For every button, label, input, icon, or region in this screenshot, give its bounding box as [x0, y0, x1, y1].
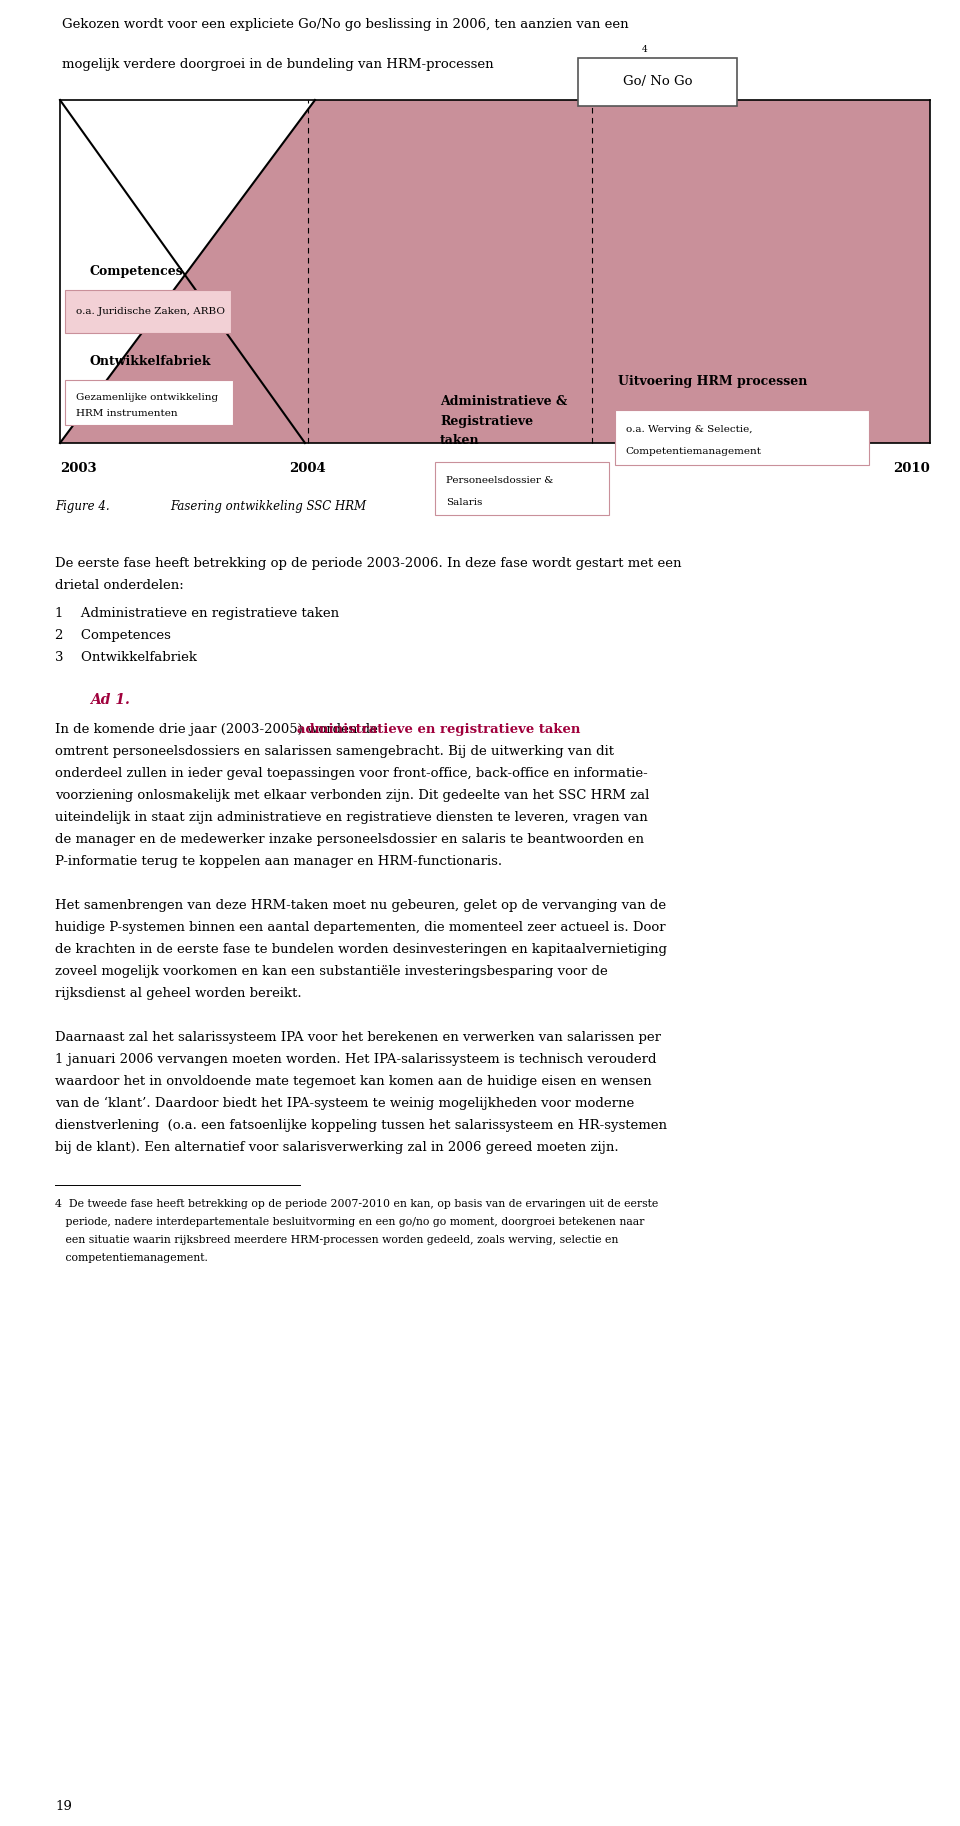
Text: taken: taken — [440, 435, 480, 447]
Text: 19: 19 — [55, 1800, 72, 1813]
Text: omtrent personeelsdossiers en salarissen samengebracht. Bij de uitwerking van di: omtrent personeelsdossiers en salarissen… — [55, 745, 614, 758]
FancyBboxPatch shape — [435, 462, 609, 515]
Text: huidige P-systemen binnen een aantal departementen, die momenteel zeer actueel i: huidige P-systemen binnen een aantal dep… — [55, 920, 665, 935]
Text: Competences: Competences — [90, 265, 183, 278]
FancyBboxPatch shape — [65, 290, 230, 334]
Text: periode, nadere interdepartementale besluitvorming en een go/no go moment, doorg: periode, nadere interdepartementale besl… — [55, 1216, 644, 1227]
Text: de manager en de medewerker inzake personeelsdossier en salaris te beantwoorden : de manager en de medewerker inzake perso… — [55, 833, 644, 845]
Text: waardoor het in onvoldoende mate tegemoet kan komen aan de huidige eisen en wens: waardoor het in onvoldoende mate tegemoe… — [55, 1076, 652, 1088]
Text: rijksdienst al geheel worden bereikt.: rijksdienst al geheel worden bereikt. — [55, 988, 301, 1001]
Text: In de komende drie jaar (2003-2005) worden de: In de komende drie jaar (2003-2005) word… — [55, 723, 382, 736]
Text: dienstverlening  (o.a. een fatsoenlijke koppeling tussen het salarissysteem en H: dienstverlening (o.a. een fatsoenlijke k… — [55, 1119, 667, 1132]
Polygon shape — [60, 100, 930, 444]
Text: o.a. Juridische Zaken, ARBO: o.a. Juridische Zaken, ARBO — [76, 307, 225, 316]
Text: 1 januari 2006 vervangen moeten worden. Het IPA-salarissysteem is technisch vero: 1 januari 2006 vervangen moeten worden. … — [55, 1054, 657, 1066]
Text: Ad 1.: Ad 1. — [90, 694, 130, 707]
Text: drietal onderdelen:: drietal onderdelen: — [55, 579, 183, 592]
Text: 1  Administratieve en registratieve taken: 1 Administratieve en registratieve taken — [55, 606, 339, 621]
Text: Registratieve: Registratieve — [440, 415, 533, 427]
Text: competentiemanagement.: competentiemanagement. — [55, 1253, 208, 1264]
Text: 2003: 2003 — [60, 462, 97, 475]
Text: bij de klant). Een alternatief voor salarisverwerking zal in 2006 gereed moeten : bij de klant). Een alternatief voor sala… — [55, 1141, 618, 1154]
Text: 2  Competences: 2 Competences — [55, 628, 171, 643]
Text: Salaris: Salaris — [445, 498, 482, 508]
FancyBboxPatch shape — [65, 380, 233, 425]
Text: 4: 4 — [641, 46, 647, 55]
Text: Ontwikkelfabriek: Ontwikkelfabriek — [90, 354, 211, 369]
Text: Gekozen wordt voor een expliciete Go/No go beslissing in 2006, ten aanzien van e: Gekozen wordt voor een expliciete Go/No … — [62, 18, 629, 31]
Text: .: . — [652, 58, 656, 71]
Text: Het samenbrengen van deze HRM-taken moet nu gebeuren, gelet op de vervanging van: Het samenbrengen van deze HRM-taken moet… — [55, 898, 666, 911]
Text: Gezamenlijke ontwikkeling: Gezamenlijke ontwikkeling — [76, 393, 218, 402]
Text: mogelijk verdere doorgroei in de bundeling van HRM-processen: mogelijk verdere doorgroei in de bundeli… — [62, 58, 494, 71]
Text: P-informatie terug te koppelen aan manager en HRM-functionaris.: P-informatie terug te koppelen aan manag… — [55, 855, 502, 867]
Text: 3  Ontwikkelfabriek: 3 Ontwikkelfabriek — [55, 652, 197, 665]
Text: 2010: 2010 — [893, 462, 930, 475]
FancyBboxPatch shape — [615, 409, 869, 466]
Text: Go/ No Go: Go/ No Go — [623, 75, 692, 88]
Text: 4  De tweede fase heeft betrekking op de periode 2007-2010 en kan, op basis van : 4 De tweede fase heeft betrekking op de … — [55, 1200, 659, 1209]
Text: De eerste fase heeft betrekking op de periode 2003-2006. In deze fase wordt gest: De eerste fase heeft betrekking op de pe… — [55, 557, 682, 570]
Text: Daarnaast zal het salarissysteem IPA voor het berekenen en verwerken van salaris: Daarnaast zal het salarissysteem IPA voo… — [55, 1032, 661, 1044]
Text: Figure 4.: Figure 4. — [55, 500, 109, 513]
FancyBboxPatch shape — [578, 58, 737, 106]
Text: Administratieve &: Administratieve & — [440, 394, 567, 407]
Text: onderdeel zullen in ieder geval toepassingen voor front-office, back-office en i: onderdeel zullen in ieder geval toepassi… — [55, 767, 648, 780]
Text: o.a. Werving & Selectie,: o.a. Werving & Selectie, — [626, 425, 753, 435]
Text: uiteindelijk in staat zijn administratieve en registratieve diensten te leveren,: uiteindelijk in staat zijn administratie… — [55, 811, 648, 824]
Text: van de ‘klant’. Daardoor biedt het IPA-systeem te weinig mogelijkheden voor mode: van de ‘klant’. Daardoor biedt het IPA-s… — [55, 1097, 635, 1110]
Text: Uitvoering HRM processen: Uitvoering HRM processen — [618, 374, 807, 387]
Text: Competentiemanagement: Competentiemanagement — [626, 447, 761, 456]
Text: zoveel mogelijk voorkomen en kan een substantiële investeringsbesparing voor de: zoveel mogelijk voorkomen en kan een sub… — [55, 964, 608, 979]
Text: 2006: 2006 — [574, 462, 611, 475]
Text: Personeelsdossier &: Personeelsdossier & — [445, 477, 553, 486]
Text: de krachten in de eerste fase te bundelen worden desinvesteringen en kapitaalver: de krachten in de eerste fase te bundele… — [55, 942, 667, 957]
Text: voorziening onlosmakelijk met elkaar verbonden zijn. Dit gedeelte van het SSC HR: voorziening onlosmakelijk met elkaar ver… — [55, 789, 649, 802]
Text: administratieve en registratieve taken: administratieve en registratieve taken — [297, 723, 581, 736]
Text: een situatie waarin rijksbreed meerdere HRM-processen worden gedeeld, zoals werv: een situatie waarin rijksbreed meerdere … — [55, 1234, 618, 1245]
Text: 2004: 2004 — [290, 462, 326, 475]
Text: HRM instrumenten: HRM instrumenten — [76, 409, 178, 418]
Text: Fasering ontwikkeling SSC HRM: Fasering ontwikkeling SSC HRM — [170, 500, 366, 513]
